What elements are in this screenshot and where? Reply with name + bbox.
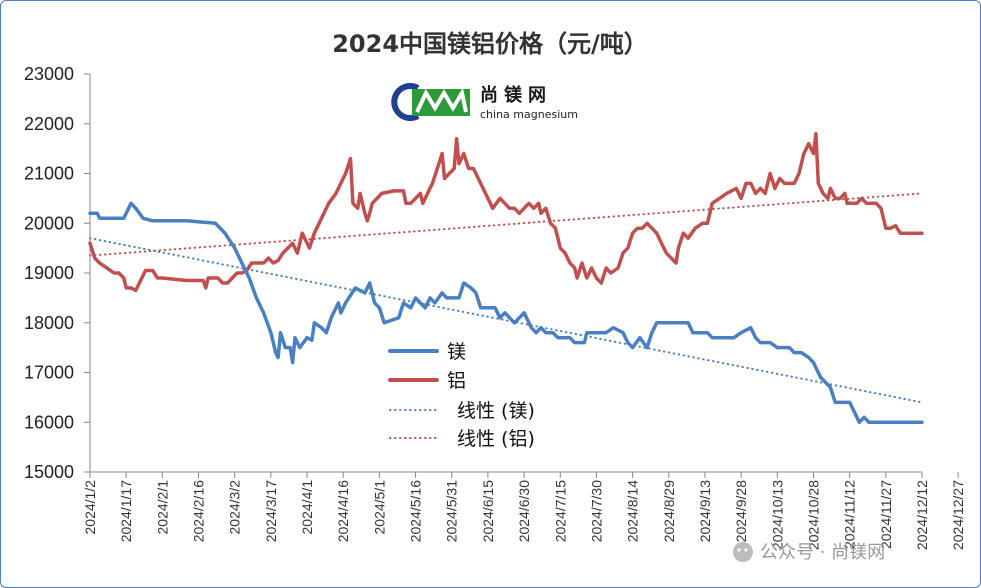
y-tick-label: 19000 [24,263,74,283]
x-tick-label: 2024/11/12 [842,480,858,549]
x-tick-label: 2024/3/17 [263,480,279,542]
legend-label-1: 铝 [447,370,466,392]
wechat-icon-eye-left [737,548,741,552]
y-tick-label: 15000 [24,462,74,482]
logo-m-shape-icon [415,87,468,113]
x-tick-label: 2024/9/28 [733,480,749,542]
x-tick-label: 2024/12/27 [950,480,966,550]
y-tick-label: 18000 [24,313,74,333]
wechat-icon-eye-right [744,548,748,552]
y-tick-label: 21000 [24,164,74,184]
chart-title: 2024中国镁铝价格（元/吨） [332,30,648,58]
x-tick-label: 2024/4/1 [299,480,315,535]
x-tick-label: 2024/10/13 [769,480,785,550]
x-tick-label: 2024/5/1 [371,480,387,535]
series-line-0 [88,201,924,425]
x-tick-label: 2024/1/2 [82,480,98,535]
legend-label-3: 线性 (铝) [457,428,535,450]
x-tick-label: 2024/4/16 [335,480,351,542]
y-tick-label: 23000 [24,64,74,84]
x-axis-ticks: 2024/1/2 2024/1/17 2024/2/1 2024/2/16 2024/3… [82,472,966,550]
series-line-3 [89,192,923,257]
legend-label-2: 线性 (镁) [457,400,535,422]
y-tick-label: 22000 [24,114,74,134]
logo-c-icon [391,83,420,121]
x-tick-label: 2024/8/29 [661,480,677,542]
x-tick-label: 2024/7/30 [588,480,604,542]
x-tick-label: 2024/2/16 [191,480,207,542]
y-tick-label: 16000 [24,412,74,432]
legend-label-0: 镁 [447,341,466,363]
brand-logo: 尚镁网 china magnesium [390,80,592,122]
x-tick-label: 2024/2/1 [154,480,170,535]
logo-name-cn: 尚镁网 [480,84,552,106]
y-tick-label: 20000 [24,213,74,233]
series-line-1 [88,131,924,293]
watermark: 公众号 · 尚镁网 [733,542,885,563]
x-tick-label: 2024/6/30 [516,480,532,542]
logo-name-en: china magnesium [480,108,578,121]
x-tick-label: 2024/5/16 [408,480,424,542]
x-tick-label: 2024/12/12 [914,480,930,550]
y-axis-ticks: 15000 16000 17000 18000 19000 20000 21000 22000… [24,64,90,482]
x-tick-label: 2024/3/2 [227,480,243,535]
x-tick-label: 2024/5/31 [444,480,460,542]
x-tick-label: 2024/10/28 [805,480,821,550]
y-tick-label: 17000 [24,363,74,383]
x-tick-label: 2024/8/14 [625,480,641,542]
series-line-2 [89,237,923,404]
x-tick-label: 2024/11/27 [878,480,894,549]
x-tick-label: 2024/9/13 [697,480,713,542]
wechat-icon [733,542,753,562]
x-tick-label: 2024/1/17 [118,480,134,542]
series-layer [88,131,924,425]
watermark-text: 公众号 · 尚镁网 [760,542,885,563]
x-tick-label: 2024/6/15 [480,480,496,542]
x-tick-label: 2024/7/15 [552,480,568,542]
